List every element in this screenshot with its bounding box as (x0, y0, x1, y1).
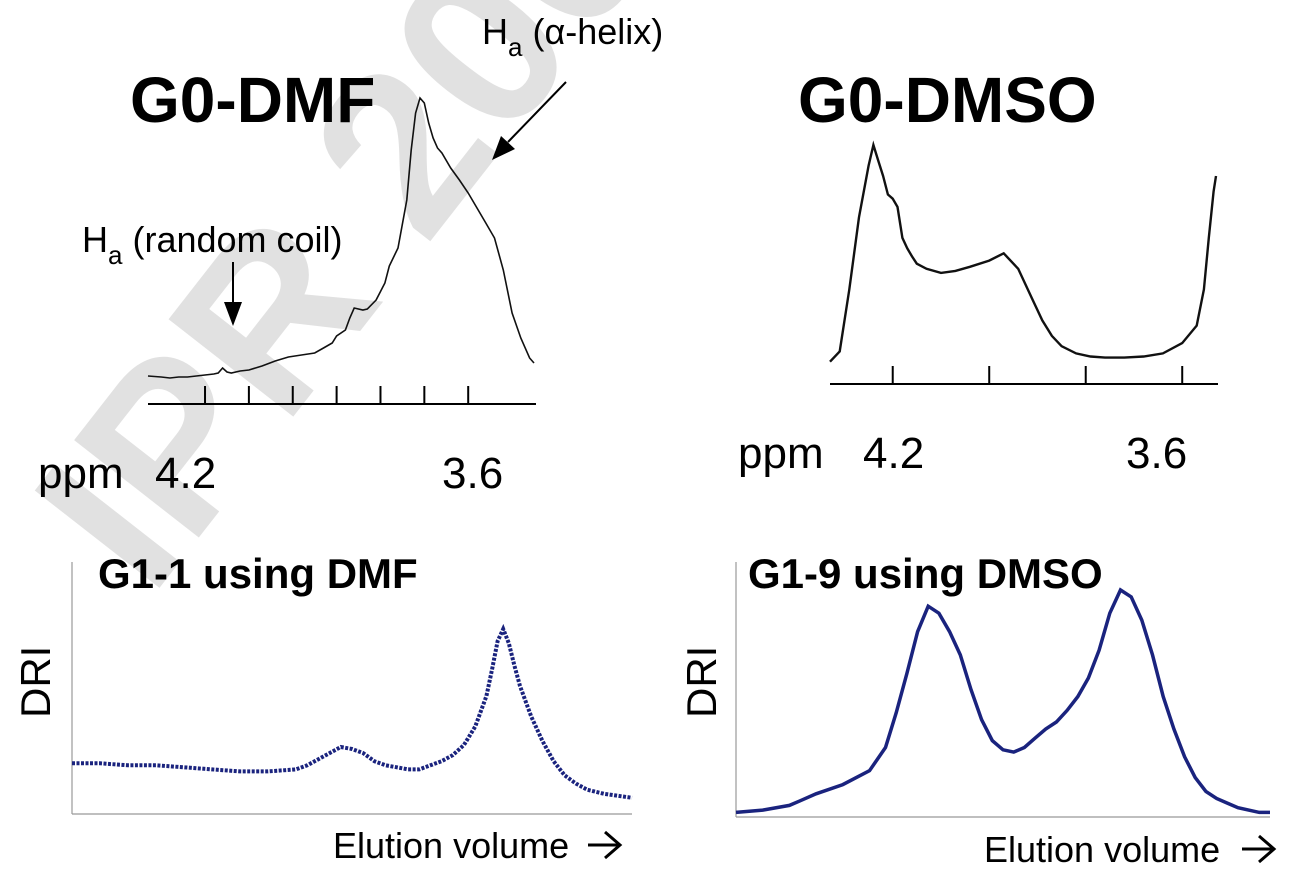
axis-unit-label: ppm (738, 429, 824, 478)
annotation-subscript: a (508, 32, 523, 62)
arrow-right-icon (588, 830, 623, 860)
spectrum-line (147, 96, 535, 379)
panel-title: G0-DMSO (798, 64, 1097, 136)
arrow-right-icon (1242, 834, 1277, 864)
panel-title: G0-DMF (130, 64, 375, 136)
spectrum-line (829, 140, 1218, 363)
annotation-text: (α-helix) (522, 11, 663, 52)
svg-text:Ha (α-helix): Ha (α-helix) (482, 11, 663, 62)
annotation-alpha-helix: Ha (α-helix) (482, 11, 663, 160)
y-axis-label: DRI (678, 646, 725, 718)
arrow-head (224, 302, 242, 326)
x-axis-label: Elution volume (333, 825, 569, 866)
arrow-head (492, 136, 515, 160)
panel-g0-dmf: G0-DMF ppm 4.2 3.6 Ha (random coil) Ha (… (38, 11, 663, 498)
annotation-subscript: a (108, 240, 123, 270)
tick-label: 3.6 (442, 449, 503, 498)
watermark-text: IPR 2007 (0, 0, 779, 630)
tick-label: 4.2 (155, 449, 216, 498)
annotation-symbol: H (82, 219, 108, 260)
panel-g0-dmso: G0-DMSO ppm 4.2 3.6 (738, 64, 1218, 478)
panel-title: G1-1 using DMF (98, 550, 418, 597)
annotation-text: (random coil) (122, 219, 342, 260)
tick-label: 4.2 (863, 429, 924, 478)
annotation-symbol: H (482, 11, 508, 52)
gpc-trace (735, 587, 1270, 815)
panel-g1-9-dmso: G1-9 using DMSO DRI Elution volume (678, 550, 1277, 869)
tick-marks (891, 366, 1184, 384)
tick-label: 3.6 (1126, 429, 1187, 478)
axis-unit-label: ppm (38, 449, 124, 498)
tick-marks (204, 386, 470, 404)
x-axis-label: Elution volume (984, 829, 1220, 869)
panel-title: G1-9 using DMSO (748, 550, 1103, 597)
panel-g1-1-dmf: G1-1 using DMF DRI Elution volume (12, 550, 633, 866)
annotation-random-coil: Ha (random coil) (82, 219, 343, 326)
y-axis-label: DRI (12, 646, 59, 718)
gpc-trace (72, 623, 633, 800)
arrow-shaft (507, 81, 567, 143)
svg-text:Ha (random coil): Ha (random coil) (82, 219, 343, 270)
